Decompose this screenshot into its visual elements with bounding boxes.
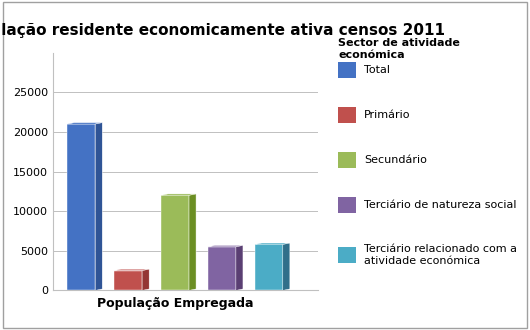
Text: Terciário relacionado com a
atividade económica: Terciário relacionado com a atividade ec… xyxy=(364,244,517,266)
Polygon shape xyxy=(339,197,356,213)
Polygon shape xyxy=(339,107,356,123)
Text: Terciário de natureza social: Terciário de natureza social xyxy=(364,200,516,210)
Polygon shape xyxy=(161,194,196,195)
Polygon shape xyxy=(142,269,149,290)
Polygon shape xyxy=(208,246,243,247)
Polygon shape xyxy=(255,243,290,245)
Text: Primário: Primário xyxy=(364,110,410,120)
Polygon shape xyxy=(161,195,189,290)
Polygon shape xyxy=(208,247,236,290)
Text: Secundário: Secundário xyxy=(364,155,427,165)
Text: População residente economicamente ativa censos 2011: População residente economicamente ativa… xyxy=(0,23,445,38)
Polygon shape xyxy=(255,245,283,290)
Polygon shape xyxy=(236,246,243,290)
Polygon shape xyxy=(283,243,290,290)
Polygon shape xyxy=(67,124,95,290)
Text: Total: Total xyxy=(364,65,390,75)
Polygon shape xyxy=(114,269,149,271)
Polygon shape xyxy=(339,152,356,168)
Polygon shape xyxy=(339,247,356,263)
Polygon shape xyxy=(95,123,102,290)
Polygon shape xyxy=(189,194,196,290)
Polygon shape xyxy=(114,271,142,290)
Polygon shape xyxy=(339,62,356,78)
Polygon shape xyxy=(67,123,102,124)
Text: Sector de atividade económica: Sector de atividade económica xyxy=(339,38,460,60)
